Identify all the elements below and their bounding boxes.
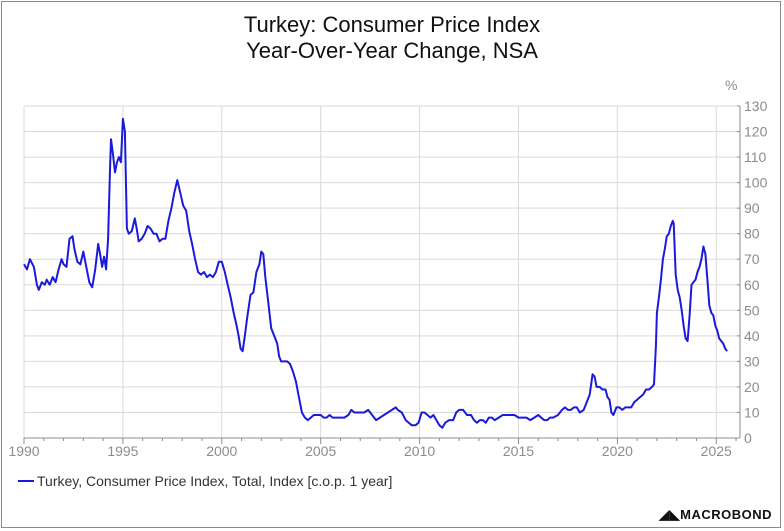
x-tick-label: 1995 xyxy=(107,443,138,459)
x-tick-label: 2010 xyxy=(404,443,435,459)
y-tick-label: 80 xyxy=(744,226,760,242)
x-tick-label: 2000 xyxy=(206,443,237,459)
x-tick-label: 2020 xyxy=(602,443,633,459)
y-tick-label: 130 xyxy=(744,98,768,114)
y-tick-label: 120 xyxy=(744,124,768,140)
x-tick-label: 2025 xyxy=(701,443,732,459)
axes xyxy=(23,105,741,444)
y-tick-label: 30 xyxy=(744,353,760,369)
tick-labels: 0 10 20 30 40 50 60 70 80 90 100 110 120 130 1990 1995 2… xyxy=(8,98,767,459)
y-tick-label: 10 xyxy=(744,404,760,420)
series-line-cpi xyxy=(23,117,728,429)
chart-subtitle: Year-Over-Year Change, NSA xyxy=(246,38,538,63)
macrobond-logo-text: MACROBOND xyxy=(680,507,772,522)
y-tick-label: 20 xyxy=(744,379,760,395)
legend-label: Turkey, Consumer Price Index, Total, Ind… xyxy=(37,473,392,489)
y-tick-label: 70 xyxy=(744,251,760,267)
x-tick-label: 1990 xyxy=(8,443,39,459)
chart-title: Turkey: Consumer Price Index xyxy=(243,12,541,37)
y-tick-label: 50 xyxy=(744,302,760,318)
x-tick-label: 2015 xyxy=(503,443,534,459)
macrobond-logo-mark: ◢◣ xyxy=(659,507,681,522)
y-tick-label: 0 xyxy=(744,430,752,446)
series-layer xyxy=(23,117,728,429)
y-tick-label: 110 xyxy=(744,149,767,165)
gridlines xyxy=(23,105,740,439)
y-axis-unit-label: % xyxy=(725,77,737,93)
macrobond-logo: ◢◣MACROBOND xyxy=(659,507,772,523)
legend: Turkey, Consumer Price Index, Total, Ind… xyxy=(18,473,392,489)
x-tick-label: 2005 xyxy=(305,443,336,459)
y-tick-label: 40 xyxy=(744,328,760,344)
y-tick-label: 100 xyxy=(744,175,768,191)
y-tick-label: 60 xyxy=(744,277,760,293)
chart-title-block: Turkey: Consumer Price Index Year-Over-Y… xyxy=(0,12,784,64)
y-tick-label: 90 xyxy=(744,200,760,216)
